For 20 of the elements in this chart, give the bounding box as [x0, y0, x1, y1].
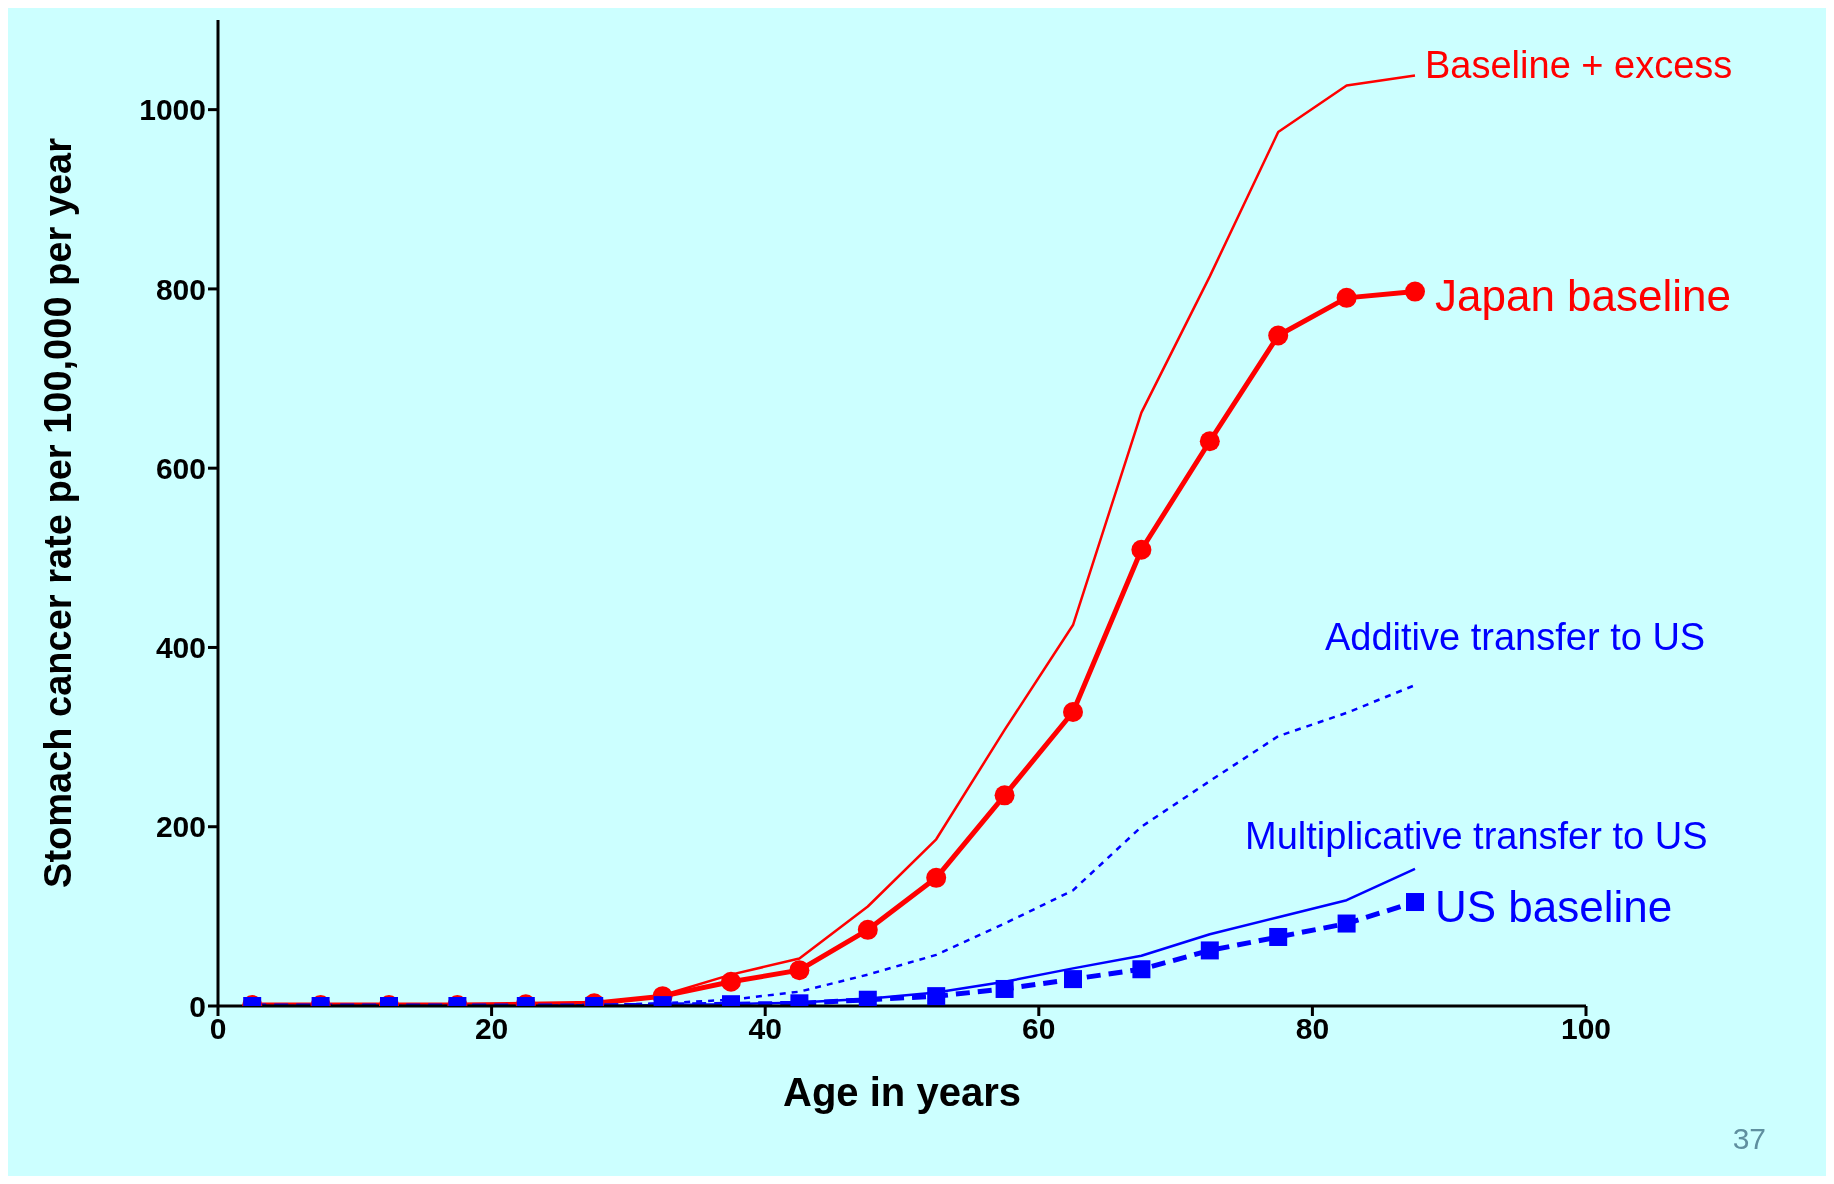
series-label: Baseline + excess: [1425, 43, 1733, 86]
y-tick-label: 600: [155, 451, 206, 485]
series-label: Additive transfer to US: [1325, 616, 1706, 659]
x-tick-label: 0: [209, 1012, 227, 1046]
y-tick-label: 400: [155, 631, 206, 665]
y-tick-label: 0: [189, 989, 206, 1023]
y-axis-title: Stomach cancer rate per 100,000 per year: [37, 137, 80, 888]
series-label: Japan baseline: [1435, 271, 1732, 321]
series-label: US baseline: [1435, 881, 1673, 931]
x-tick-label: 80: [1295, 1012, 1330, 1046]
y-tick-label: 200: [155, 810, 206, 844]
x-tick-label: 40: [748, 1012, 782, 1046]
x-axis-title: Age in years: [783, 1070, 1021, 1114]
y-tick-label: 800: [155, 272, 206, 306]
series-label: Multiplicative transfer to US: [1245, 814, 1708, 857]
x-tick-label: 60: [1022, 1012, 1056, 1046]
x-tick-label: 20: [474, 1012, 509, 1046]
text: 37: [1732, 1122, 1766, 1156]
x-tick-label: 100: [1560, 1012, 1612, 1046]
y-tick-label: 1000: [139, 93, 206, 127]
